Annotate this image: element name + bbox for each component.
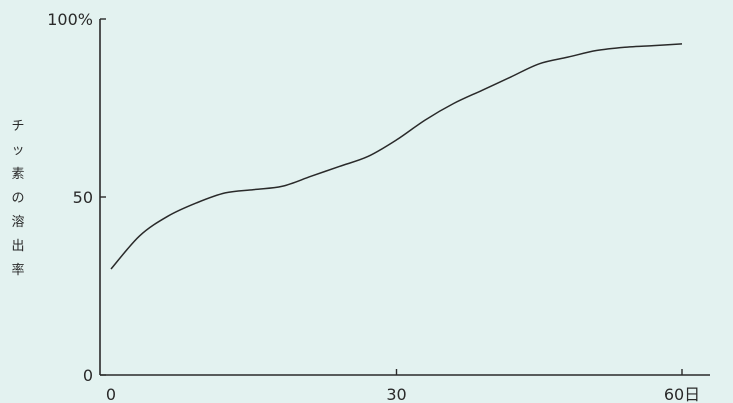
y-axis-label-char: ッ — [11, 143, 24, 158]
y-tick-label: 50 — [73, 188, 93, 207]
x-ticks: 0 30 60日 — [106, 369, 700, 403]
y-ticks: 0 50 100% — [47, 10, 106, 385]
x-tick-label: 30 — [386, 385, 406, 403]
y-axis-label-char: 率 — [11, 262, 24, 278]
y-axis-label-char: 出 — [11, 239, 24, 254]
axes — [99, 19, 710, 376]
x-tick-label: 0 — [106, 385, 116, 403]
y-axis-label-char: チ — [11, 119, 24, 134]
y-axis-label-char: の — [11, 191, 24, 206]
x-tick-label: 60日 — [664, 385, 700, 403]
y-tick-label: 0 — [83, 366, 93, 385]
series-line — [110, 43, 683, 270]
plot-area — [110, 43, 683, 270]
y-tick-label: 100% — [47, 10, 93, 29]
y-axis-label-char: 素 — [11, 167, 24, 182]
y-axis-label-char: 溶 — [11, 215, 24, 230]
